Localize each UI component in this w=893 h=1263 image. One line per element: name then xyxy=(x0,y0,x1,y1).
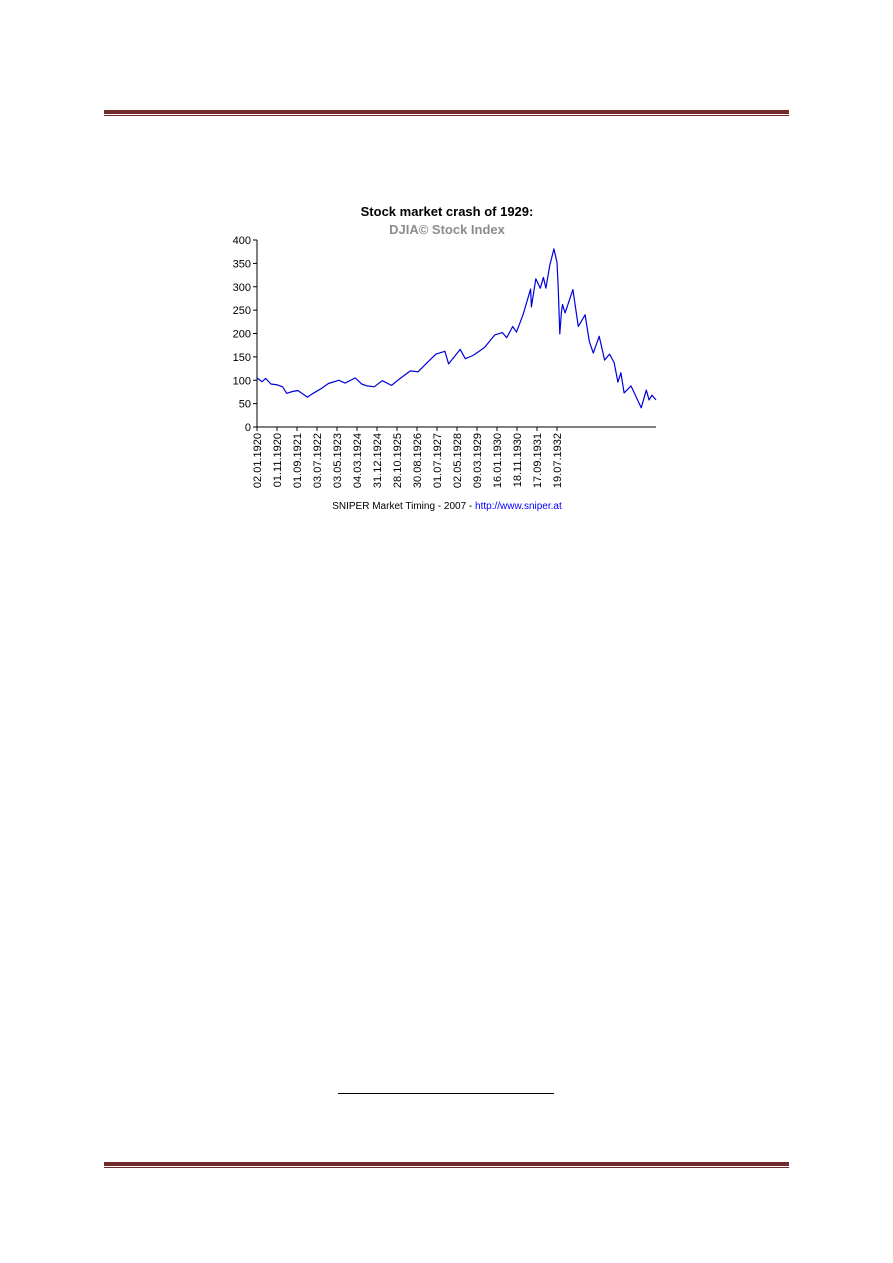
x-tick-label: 03.07.1922 xyxy=(312,433,324,488)
x-tick-label: 31.12.1924 xyxy=(372,433,384,488)
x-tick-label: 18.11.1930 xyxy=(512,433,524,487)
x-tick-label: 04.03.1924 xyxy=(352,433,364,488)
y-tick-label: 200 xyxy=(233,329,251,341)
djia-series-line xyxy=(256,248,657,409)
chart-credit: SNIPER Market Timing - 2007 - http://www… xyxy=(332,501,562,512)
y-tick-label: 0 xyxy=(245,422,251,434)
x-axis-ticks: 02.01.1920 01.11.1920 01.09.1921 03.07.1922… xyxy=(252,427,564,488)
y-tick-label: 400 xyxy=(233,235,251,247)
y-axis-ticks: 0 50 100 150 200 250 300 350 400 xyxy=(233,235,257,434)
chart-subtitle: DJIA© Stock Index xyxy=(389,222,506,237)
x-tick-label: 19.07.1932 xyxy=(552,433,564,488)
y-tick-label: 250 xyxy=(233,305,251,317)
y-tick-label: 300 xyxy=(233,282,251,294)
x-tick-label: 28.10.1925 xyxy=(392,433,404,488)
x-tick-label: 03.05.1923 xyxy=(332,433,344,488)
x-tick-label: 01.07.1927 xyxy=(432,433,444,488)
x-tick-label: 01.09.1921 xyxy=(292,433,304,488)
y-tick-label: 100 xyxy=(233,375,251,387)
x-tick-label: 01.11.1920 xyxy=(272,433,284,487)
credit-text: SNIPER Market Timing - 2007 - xyxy=(332,501,475,512)
x-tick-label: 09.03.1929 xyxy=(472,433,484,488)
y-tick-label: 150 xyxy=(233,352,251,364)
chart-title: Stock market crash of 1929: xyxy=(361,204,534,219)
x-tick-label: 17.09.1931 xyxy=(532,433,544,488)
x-tick-label: 16.01.1930 xyxy=(492,433,504,488)
x-tick-label: 02.01.1920 xyxy=(252,433,264,488)
header-rule xyxy=(104,110,789,116)
credit-link[interactable]: http://www.sniper.at xyxy=(475,501,562,512)
x-tick-label: 30.08.1926 xyxy=(412,433,424,488)
y-tick-label: 50 xyxy=(239,399,251,411)
footer-rule xyxy=(104,1162,789,1168)
x-tick-label: 02.05.1928 xyxy=(452,433,464,488)
y-tick-label: 350 xyxy=(233,258,251,270)
footnote-separator xyxy=(338,1093,554,1094)
